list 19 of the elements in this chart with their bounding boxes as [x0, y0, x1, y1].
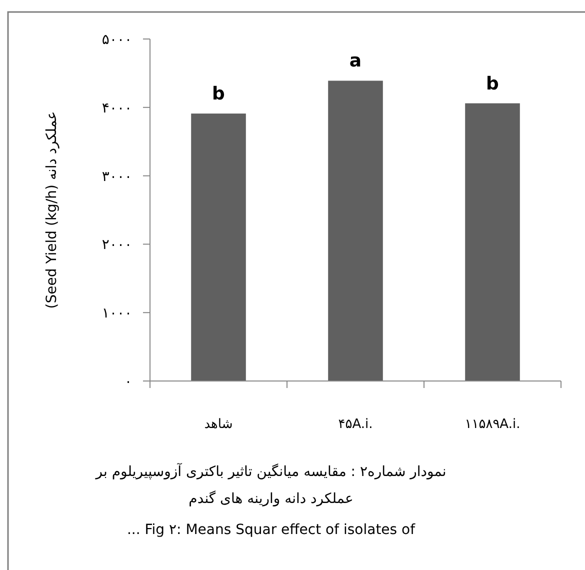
y-tick-label: ۰	[124, 374, 132, 390]
annotation: a	[349, 50, 362, 72]
y-tick-label: ۵۰۰۰	[102, 32, 132, 48]
y-tick-label: ۳۰۰۰	[102, 168, 132, 185]
y-tick-label: ۴۰۰۰	[102, 100, 132, 116]
bar	[191, 114, 246, 381]
bar	[328, 80, 383, 381]
annotation: b	[212, 84, 226, 105]
text: عملکرد دانه وارینه های گندم	[188, 490, 354, 507]
text: نمودار شماره۲ : مقایسه میانگین تاثیر باکتری آزوسپیریلوم بر	[94, 462, 446, 480]
x-tick-label: شاهد	[204, 417, 233, 432]
bar	[465, 103, 520, 381]
text: ... Fig ۲: Means Squar effect of isolates of	[126, 522, 416, 538]
x-tick-label: ۴۵A.i.	[338, 417, 373, 432]
y-axis-title: (Seed Yield (kg/h) عملکرد دانه	[44, 111, 60, 309]
annotation: b	[486, 73, 500, 94]
y-tick-label: ۱۰۰۰	[102, 306, 132, 322]
y-tick-label: ۲۰۰۰	[102, 237, 132, 254]
x-tick-label: ۱۱۵۸۹A.i.	[464, 417, 520, 432]
